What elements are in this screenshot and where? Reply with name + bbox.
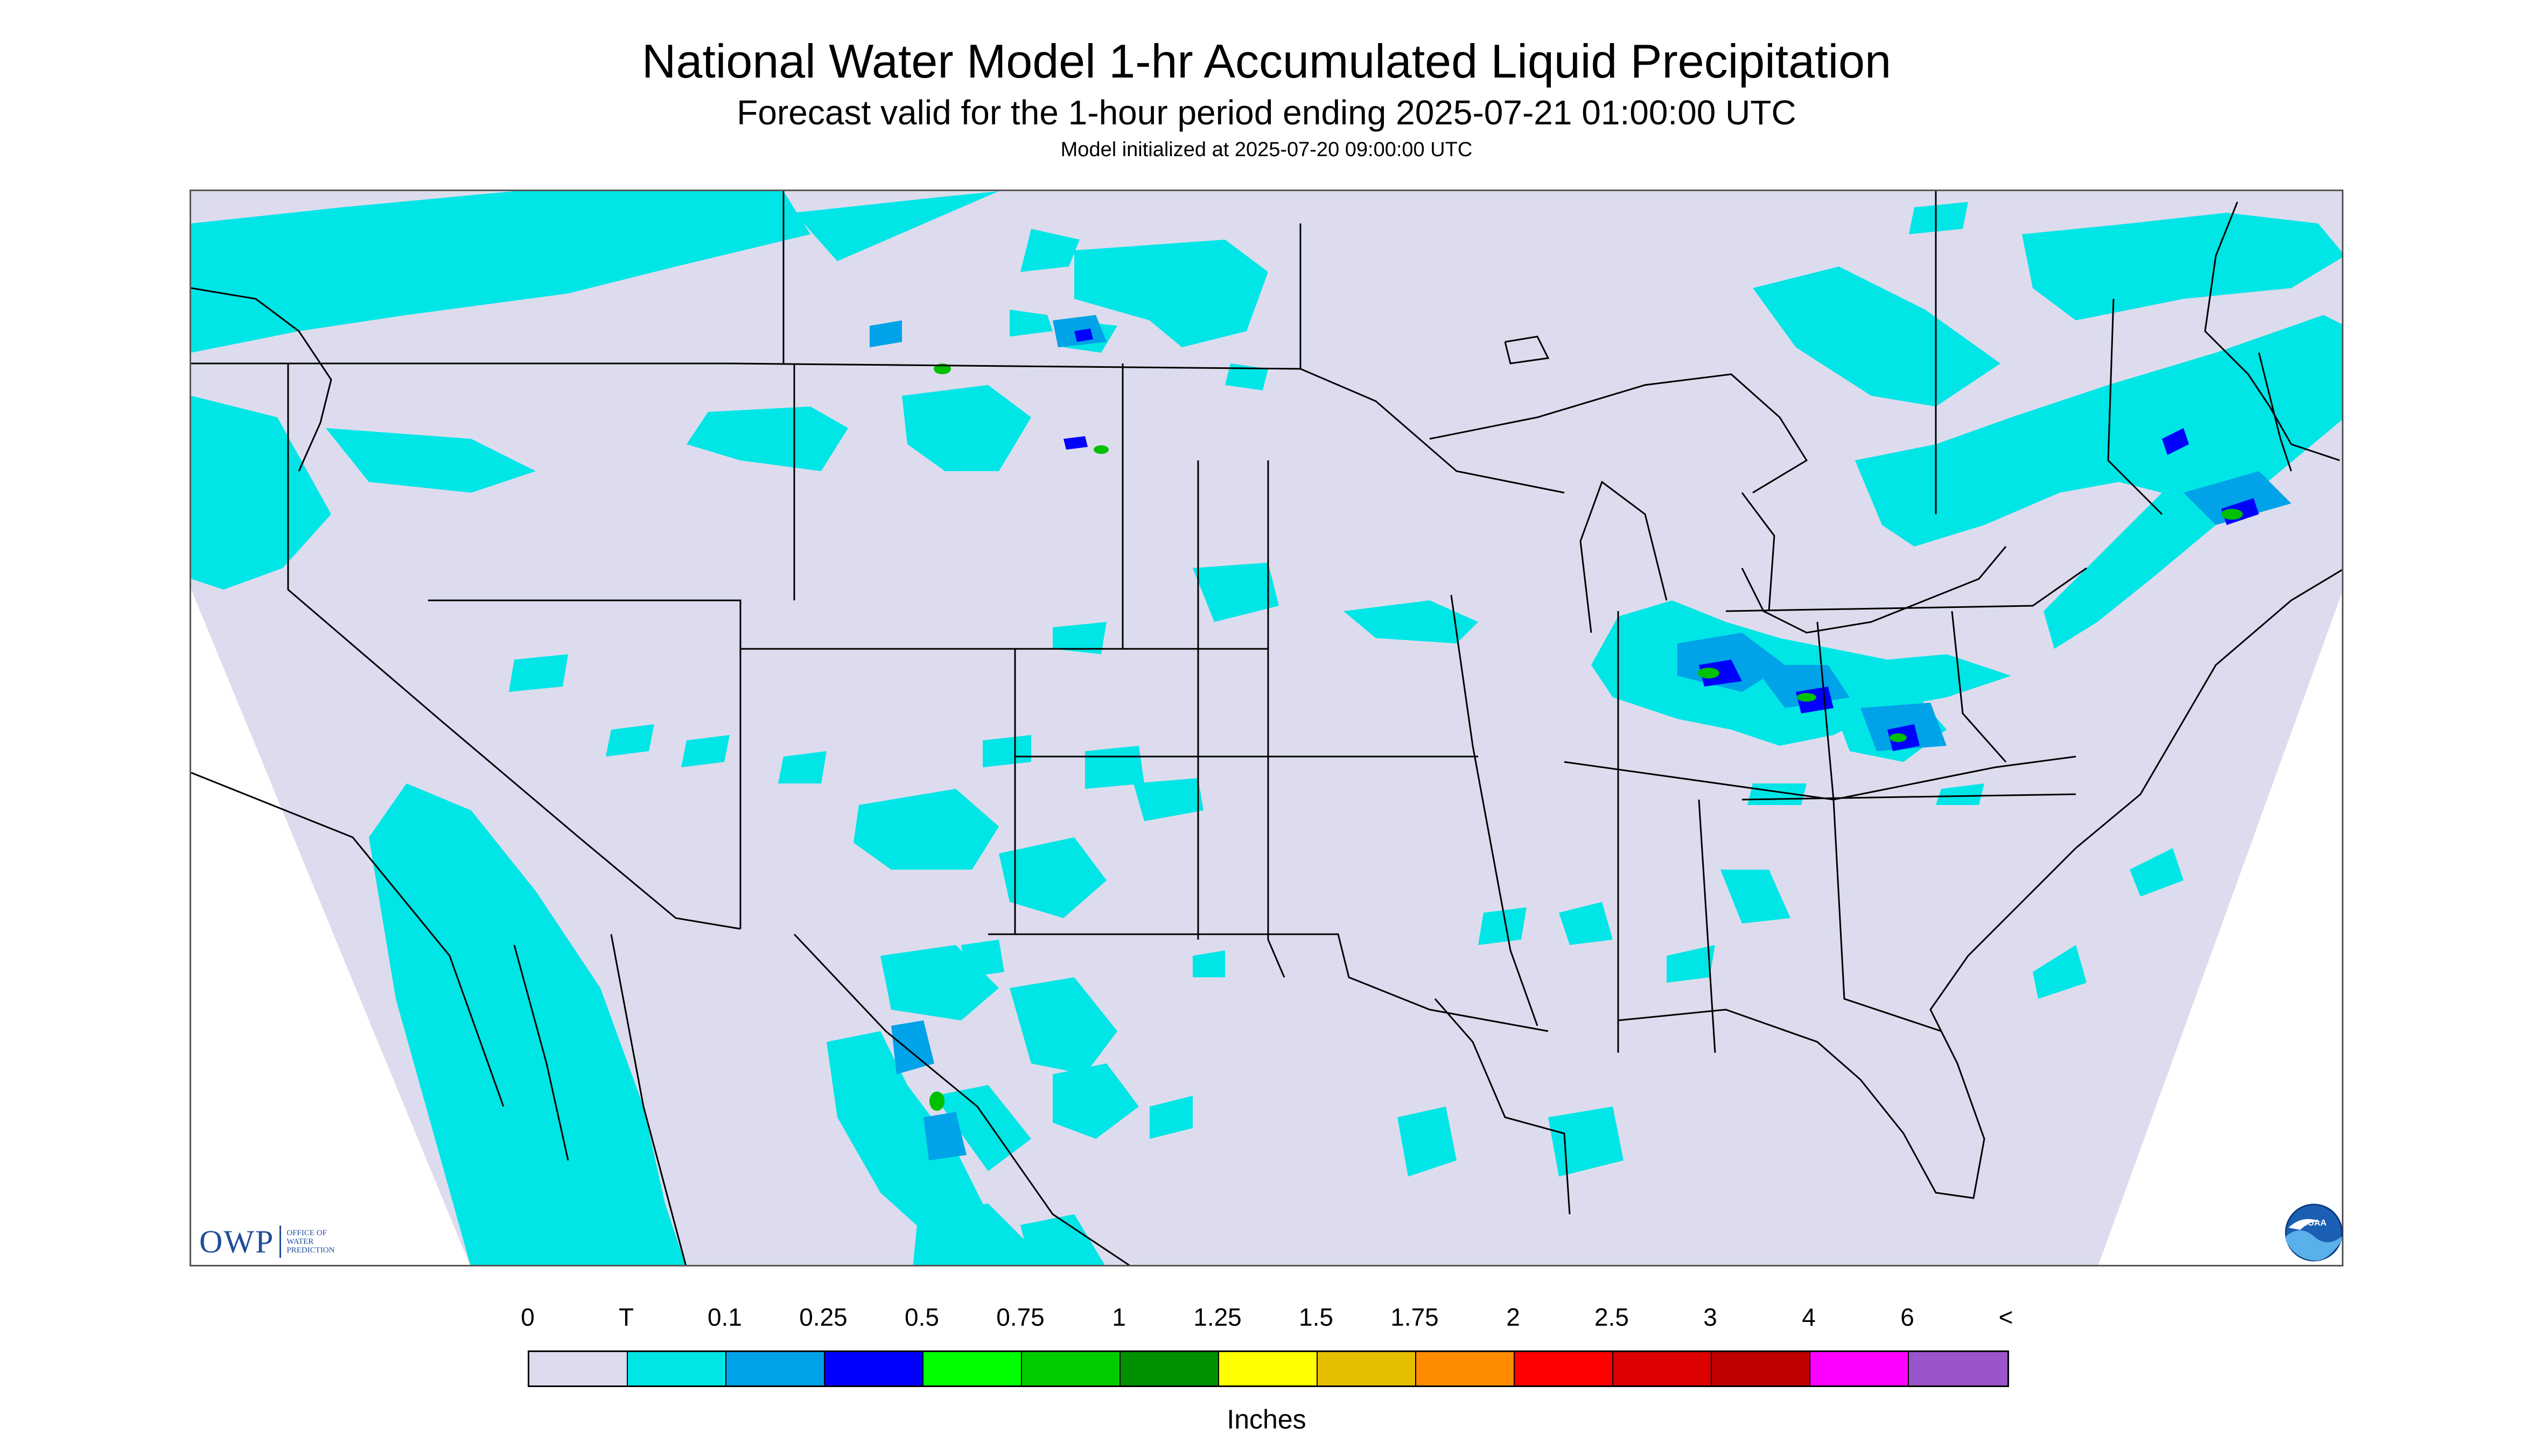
legend-tick-label: 3	[1703, 1303, 1717, 1331]
legend-tick-label: <	[1998, 1303, 2013, 1331]
owp-logo-divider	[279, 1226, 282, 1258]
legend-swatch	[1219, 1352, 1318, 1385]
legend-tick-label: 0.75	[996, 1303, 1045, 1331]
legend-tick-label: 0.25	[799, 1303, 848, 1331]
precip-green-areas	[929, 363, 2243, 1111]
legend-tick-label: 4	[1802, 1303, 1816, 1331]
legend-colorbar	[528, 1350, 2009, 1387]
legend-swatch	[1318, 1352, 1416, 1385]
legend-tick-label: 1.25	[1193, 1303, 1242, 1331]
legend-swatch	[1613, 1352, 1712, 1385]
legend-swatch	[726, 1352, 825, 1385]
coastline-northwest	[191, 201, 2340, 472]
map-canvas	[191, 191, 2342, 1265]
legend-swatch	[825, 1352, 923, 1385]
legend-swatch	[1022, 1352, 1121, 1385]
legend-swatch	[1909, 1352, 2007, 1385]
legend-tick-label: 2	[1506, 1303, 1520, 1331]
legend-swatch	[1810, 1352, 1909, 1385]
owp-logo: OWP OFFICE OF WATER PREDICTION	[199, 1221, 335, 1262]
legend-swatch	[628, 1352, 726, 1385]
legend-tick-label: 6	[1900, 1303, 1914, 1331]
owp-logo-subtext: OFFICE OF WATER PREDICTION	[286, 1229, 335, 1255]
legend-tick-label: T	[618, 1303, 634, 1331]
legend-swatch	[923, 1352, 1022, 1385]
legend-tick-label: 0.1	[708, 1303, 742, 1331]
legend-swatch	[529, 1352, 628, 1385]
model-domain	[191, 191, 2342, 1265]
legend-tick-label: 0	[521, 1303, 535, 1331]
legend-tick-labels: 0 T 0.1 0.25 0.5 0.75 1 1.25 1.5 1.75 2 2.5 3 4 6 <	[0, 1302, 2533, 1334]
legend-tick-label: 1	[1112, 1303, 1126, 1331]
legend-units-label: Inches	[1227, 1404, 1306, 1434]
legend-tick-label: 1.75	[1390, 1303, 1439, 1331]
legend-tick-label: 2.5	[1594, 1303, 1629, 1331]
map-subtitle: Forecast valid for the 1-hour period end…	[737, 93, 1796, 132]
owp-logo-letters: OWP	[199, 1223, 275, 1259]
model-init-note: Model initialized at 2025-07-20 09:00:00…	[1060, 138, 1473, 161]
map-title: National Water Model 1-hr Accumulated Li…	[641, 34, 1892, 88]
legend-tick-label: 0.5	[905, 1303, 939, 1331]
precipitation-map	[190, 190, 2343, 1266]
svg-text:NOAA: NOAA	[2301, 1219, 2327, 1228]
legend-tick-label: 1.5	[1299, 1303, 1333, 1331]
legend-swatch	[1121, 1352, 1219, 1385]
legend-swatch	[1712, 1352, 1810, 1385]
legend-swatch	[1515, 1352, 1613, 1385]
noaa-logo-icon: NOAA	[2285, 1203, 2343, 1262]
state-and-country-boundaries	[191, 191, 2342, 1265]
legend-swatch	[1416, 1352, 1515, 1385]
